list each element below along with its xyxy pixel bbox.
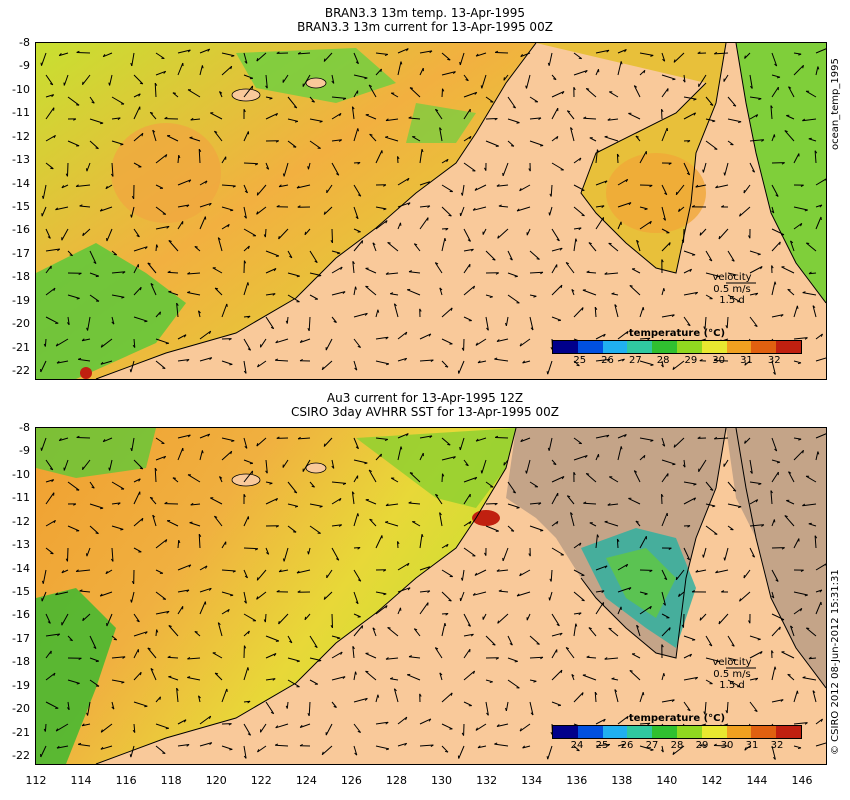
bottom-lat-label: -22 xyxy=(12,749,30,762)
top-lat-label: -12 xyxy=(12,129,30,143)
bottom-colorbar-tick: 29 xyxy=(695,740,709,751)
bottom-colorbar: temperature (°C) 24 25 26 27 28 29 30 31 32 xyxy=(552,713,802,751)
bottom-lat-label: -21 xyxy=(12,725,30,739)
top-colorbar-tick: 27 xyxy=(628,355,642,366)
top-side-label: ocean_temp_1995 xyxy=(830,58,841,150)
bottom-colorbar-tick: 31 xyxy=(745,740,759,751)
bottom-velocity-speed: 0.5 m/s xyxy=(713,669,751,680)
top-lat-label: -14 xyxy=(12,176,30,190)
lon-label: 146 xyxy=(791,774,813,787)
top-velocity-time: 1.5 d xyxy=(719,295,745,306)
bottom-colorbar-title: temperature (°C) xyxy=(628,713,726,724)
top-colorbar-tick: 31 xyxy=(740,355,753,366)
top-title-line2: BRAN3.3 13m current for 13-Apr-1995 00Z xyxy=(297,20,553,34)
bottom-lat-label: -13 xyxy=(12,538,30,552)
bottom-lat-label: -19 xyxy=(12,678,30,692)
bottom-lat-label: -11 xyxy=(12,491,30,505)
bottom-lat-label: -14 xyxy=(12,561,30,575)
top-lat-label: -18 xyxy=(12,270,30,284)
top-lat-label: -17 xyxy=(12,246,30,260)
bottom-velocity-label: velocity xyxy=(712,657,752,668)
top-colorbar-tick: 28 xyxy=(656,355,670,366)
bottom-colorbar-ticks: 24 25 26 27 28 29 30 31 32 xyxy=(552,739,802,751)
bottom-lat-label: -9 xyxy=(19,444,30,458)
lon-label: 126 xyxy=(340,774,362,787)
bottom-colorbar-tick: 24 xyxy=(570,740,584,751)
lon-label: 142 xyxy=(701,774,723,787)
top-colorbar-ticks: 25 26 27 28 29 30 31 32 xyxy=(552,354,802,366)
top-lat-label: -19 xyxy=(12,293,30,307)
top-colorbar-tick: 30 xyxy=(712,355,726,366)
top-title-line1: BRAN3.3 13m temp. 13-Apr-1995 xyxy=(324,6,526,20)
lon-label: 120 xyxy=(205,774,227,787)
top-colorbar-tick: 29 xyxy=(684,355,698,366)
lon-label: 114 xyxy=(70,774,92,787)
bottom-lat-label: -17 xyxy=(12,631,30,645)
lon-label: 140 xyxy=(656,774,678,787)
bottom-lat-label: -10 xyxy=(12,467,30,481)
bottom-lat-label: -12 xyxy=(12,514,30,528)
bottom-lat-label: -15 xyxy=(12,585,30,598)
top-colorbar-title: temperature (°C) xyxy=(628,328,726,339)
bottom-colorbar-tick: 26 xyxy=(620,740,634,751)
bottom-lat-label: -8 xyxy=(19,421,30,434)
top-lat-label: -11 xyxy=(12,106,30,120)
bottom-side-label: © CSIRO 2012 08-Jun-2012 15:31:31 xyxy=(830,569,841,755)
bottom-lat-label: -20 xyxy=(12,702,30,716)
bottom-colorbar-tick: 28 xyxy=(670,740,684,751)
lon-label: 136 xyxy=(566,774,588,787)
lon-label: 124 xyxy=(295,774,317,787)
lon-label: 130 xyxy=(431,774,453,787)
top-lat-label: -8 xyxy=(19,36,30,49)
top-lat-label: -10 xyxy=(12,82,30,96)
bottom-colorbar-tick: 30 xyxy=(720,740,734,751)
lon-label: 122 xyxy=(250,774,272,787)
bottom-velocity-time: 1.5 d xyxy=(719,680,745,691)
lon-label: 132 xyxy=(476,774,498,787)
bottom-lat-label: -18 xyxy=(12,655,30,669)
bottom-colorbar-gradient xyxy=(552,725,802,739)
bottom-title-line1: Au3 current for 13-Apr-1995 12Z xyxy=(326,391,524,405)
lon-label: 116 xyxy=(115,774,137,787)
top-lat-label: -15 xyxy=(12,200,30,213)
top-velocity-speed: 0.5 m/s xyxy=(713,284,751,295)
lon-label: 134 xyxy=(521,774,543,787)
top-colorbar: temperature (°C) 25 26 27 28 29 30 31 32 xyxy=(552,328,802,366)
top-lat-label: -16 xyxy=(12,223,30,237)
top-velocity-label: velocity xyxy=(712,272,752,283)
top-lat-label: -22 xyxy=(12,364,30,377)
top-lat-label: -21 xyxy=(12,340,30,354)
bottom-colorbar-tick: 32 xyxy=(770,740,784,751)
bottom-colorbar-tick: 27 xyxy=(645,740,659,751)
lon-label: 118 xyxy=(160,774,182,787)
bottom-map xyxy=(35,427,827,765)
top-colorbar-gradient xyxy=(552,340,802,354)
lon-label: 128 xyxy=(385,774,407,787)
top-colorbar-tick: 26 xyxy=(601,355,614,366)
top-colorbar-tick: 25 xyxy=(573,355,587,366)
bottom-title-line2: CSIRO 3day AVHRR SST for 13-Apr-1995 00Z xyxy=(290,405,559,419)
lon-label: 138 xyxy=(611,774,633,787)
top-lat-label: -13 xyxy=(12,153,30,167)
bottom-lat-label: -16 xyxy=(12,608,30,622)
lon-label: 112 xyxy=(25,774,47,787)
bottom-colorbar-tick: 25 xyxy=(595,740,609,751)
top-lat-label: -9 xyxy=(19,59,30,73)
top-colorbar-tick: 32 xyxy=(767,355,781,366)
top-lat-label: -20 xyxy=(12,317,30,331)
lon-label: 144 xyxy=(746,774,768,787)
top-map xyxy=(35,42,827,380)
